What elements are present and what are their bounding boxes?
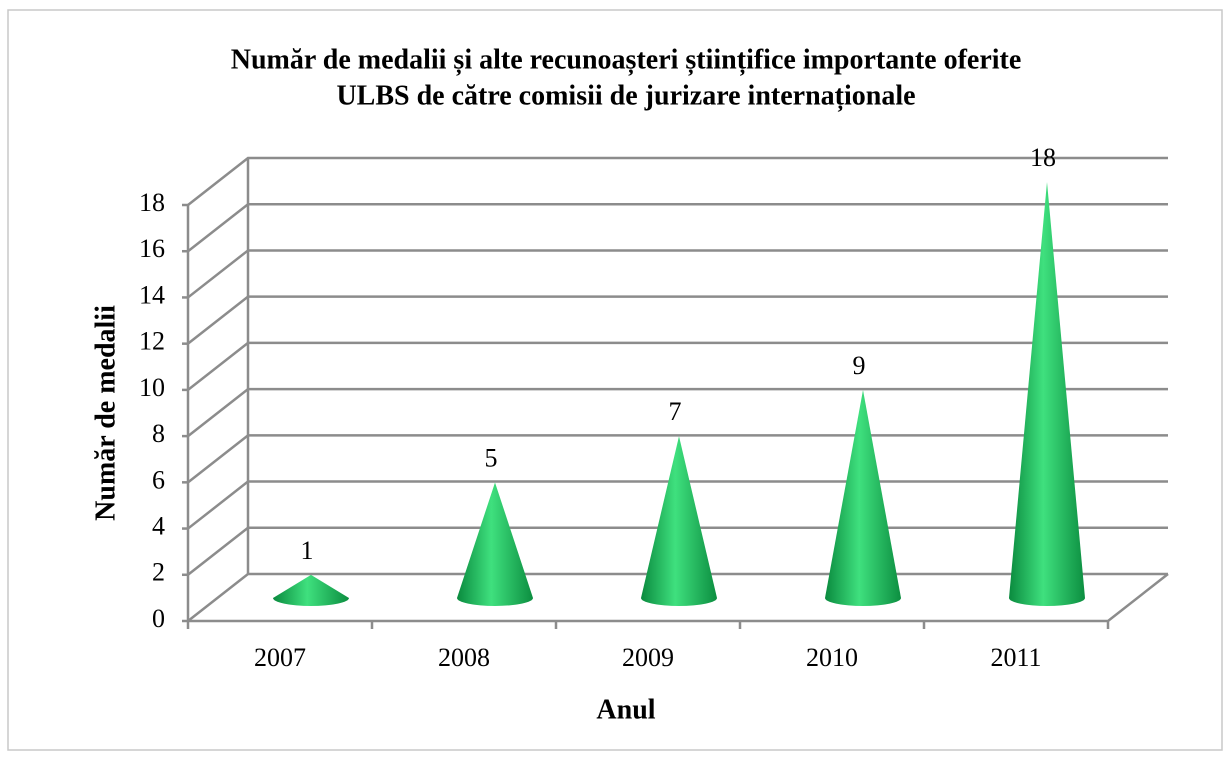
value-label: 9 xyxy=(853,351,866,380)
value-label: 1 xyxy=(301,536,314,565)
cone-body xyxy=(825,390,901,606)
y-tick-label: 8 xyxy=(152,419,165,448)
x-axis-label: Anul xyxy=(596,694,655,725)
chart-frame xyxy=(7,9,1223,751)
y-tick-label: 4 xyxy=(152,512,165,541)
cone-body xyxy=(1009,182,1085,606)
cone xyxy=(825,390,901,606)
chart-title: ULBS de către comisii de jurizare intern… xyxy=(336,80,915,111)
y-tick-label: 12 xyxy=(139,327,165,356)
chart-title: Număr de medalii și alte recunoașteri șt… xyxy=(231,44,1022,75)
y-tick-label: 2 xyxy=(152,558,165,587)
y-tick-label: 18 xyxy=(139,188,165,217)
y-tick-label: 10 xyxy=(139,373,165,402)
y-tick-label: 6 xyxy=(152,465,165,494)
cone xyxy=(457,482,533,606)
x-tick-label: 2008 xyxy=(438,643,490,672)
x-tick-label: 2010 xyxy=(806,643,858,672)
y-axis-label: Număr de medalii xyxy=(90,305,121,521)
x-tick-label: 2009 xyxy=(622,643,674,672)
value-label: 7 xyxy=(669,397,682,426)
cone xyxy=(1009,182,1085,606)
value-label: 18 xyxy=(1030,143,1056,172)
value-label: 5 xyxy=(485,443,498,472)
y-tick-label: 16 xyxy=(139,234,165,263)
cone-body xyxy=(457,482,533,606)
x-tick-label: 2007 xyxy=(254,643,306,672)
cone xyxy=(641,436,717,606)
y-tick-label: 14 xyxy=(139,280,165,309)
cone xyxy=(273,574,349,606)
y-tick-label: 0 xyxy=(152,604,165,633)
x-tick-label: 2011 xyxy=(990,643,1041,672)
cone-body xyxy=(641,436,717,606)
cone-body xyxy=(273,574,349,606)
